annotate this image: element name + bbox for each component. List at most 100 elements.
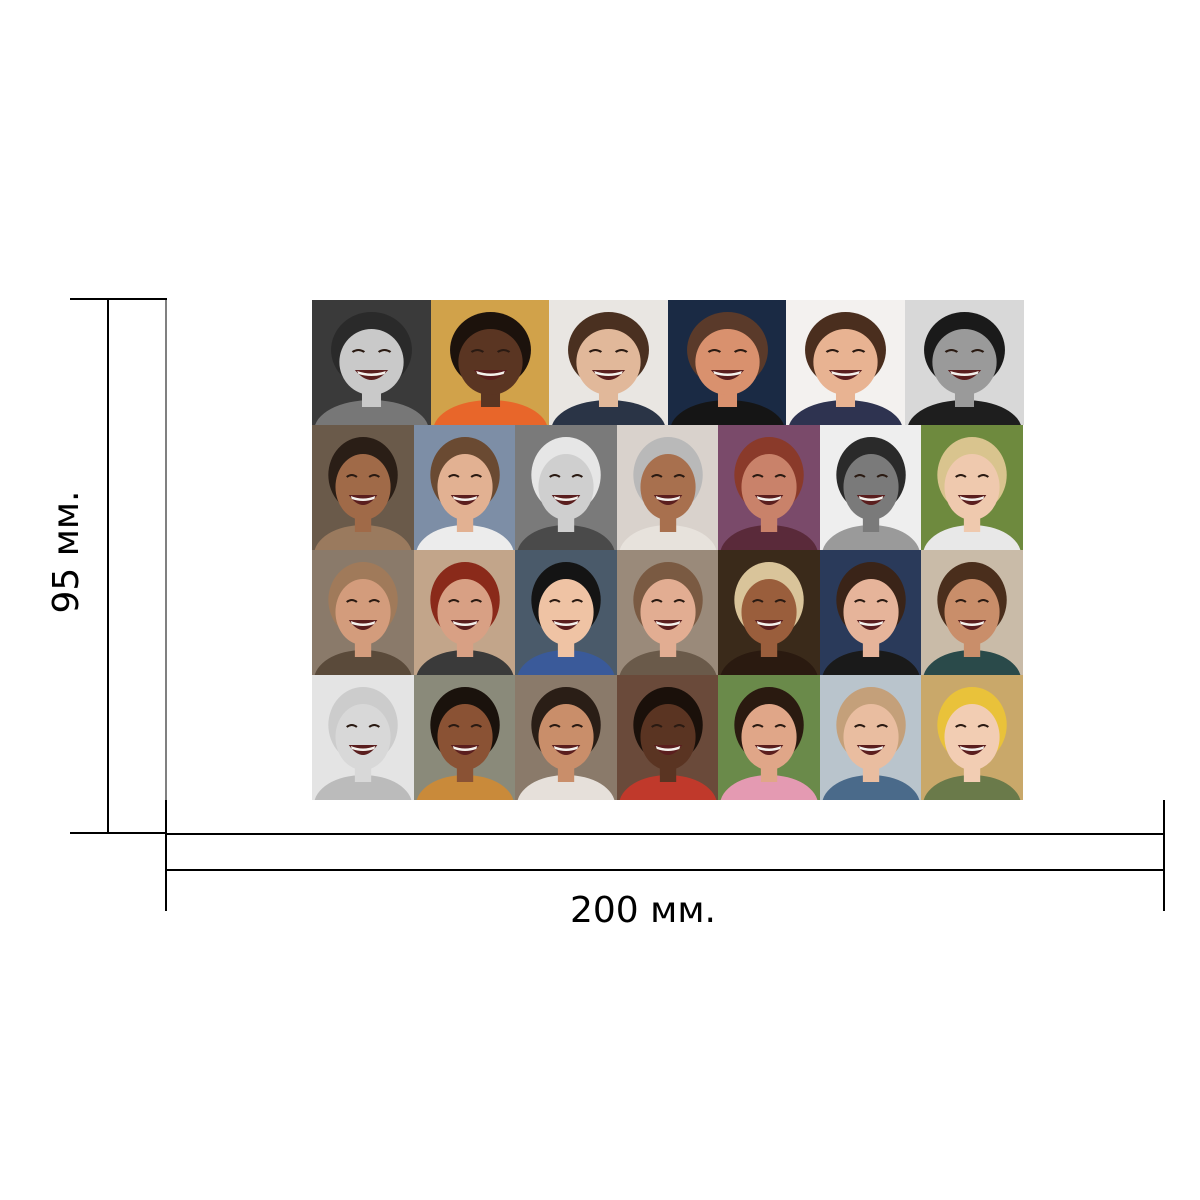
face-teen-boy-smiling <box>718 675 821 800</box>
portrait-shoulders <box>924 525 1021 550</box>
portrait-face <box>339 329 404 395</box>
portrait-right-eye <box>876 599 888 603</box>
portrait-shoulders <box>416 775 513 800</box>
portrait-right-eye <box>733 349 747 353</box>
portrait-left-eye <box>853 724 866 728</box>
portrait-teeth <box>553 746 579 751</box>
portrait-teeth <box>831 371 860 376</box>
portrait-face <box>843 704 899 770</box>
face-elderly-man-smiling <box>616 425 719 550</box>
portrait-left-eye <box>346 474 358 478</box>
face-baby-yellow-hat-portrait <box>921 675 1024 800</box>
face-man-scarf <box>312 425 415 550</box>
portrait-shoulders <box>314 775 412 800</box>
face-woman-laughing-pink-portrait <box>718 425 821 550</box>
portrait-right-eye <box>377 349 392 353</box>
collage-row <box>312 550 1024 675</box>
portrait-shoulders <box>416 650 513 675</box>
portrait-teeth <box>858 621 884 626</box>
portrait-right-eye <box>368 474 380 478</box>
face-asian-girl-laughing <box>515 550 618 675</box>
portrait-teeth <box>350 746 376 751</box>
face-woman-hat-laughing <box>718 550 821 675</box>
portrait-face <box>694 329 760 395</box>
portrait-teeth <box>655 496 680 501</box>
portrait-right-eye <box>571 724 584 728</box>
face-woman-smiling-orange-portrait <box>430 300 550 425</box>
face-woman-laughing-bw-portrait <box>312 300 431 425</box>
portrait-shoulders <box>924 775 1021 800</box>
portrait-face <box>437 579 493 645</box>
portrait-right-eye <box>673 724 685 728</box>
face-woman-red-hair <box>413 550 516 675</box>
portrait-teeth <box>350 621 376 626</box>
portrait-teeth <box>757 621 782 626</box>
portrait-teeth <box>858 496 884 501</box>
face-woman-laughing-bw <box>312 300 431 425</box>
face-young-man-glasses <box>549 300 668 425</box>
portrait-face <box>437 704 493 770</box>
portrait-left-eye <box>955 724 967 728</box>
collage-row <box>312 675 1024 800</box>
portrait-shoulders <box>924 650 1021 675</box>
portrait-shoulders <box>314 525 412 550</box>
portrait-teeth <box>553 496 579 501</box>
portrait-left-eye <box>944 349 958 353</box>
face-girl-laughing-eyes-closed <box>616 550 719 675</box>
portrait-face <box>944 579 1001 645</box>
portrait-shoulders <box>619 650 717 675</box>
face-baby-yellow-hat <box>921 675 1024 800</box>
portrait-shoulders <box>517 775 615 800</box>
collage-row <box>312 425 1024 550</box>
portrait-right-eye <box>851 349 866 353</box>
portrait-teeth <box>960 621 985 626</box>
portrait-left-eye <box>447 599 460 603</box>
face-woman-smiling-orange <box>430 300 550 425</box>
face-man-scarf-portrait <box>312 425 415 550</box>
portrait-left-eye <box>549 474 561 478</box>
face-young-man-smiling-portrait <box>413 675 516 800</box>
portrait-left-eye <box>752 724 764 728</box>
portrait-face <box>640 579 696 645</box>
portrait-face <box>335 704 391 770</box>
face-young-man-glasses-portrait <box>549 300 668 425</box>
face-girl-blonde-portrait <box>921 425 1024 550</box>
portrait-right-eye <box>970 349 984 353</box>
portrait-right-eye <box>673 599 685 603</box>
portrait-shoulders <box>721 525 818 550</box>
face-woman-smiling-bw-portrait <box>904 300 1024 425</box>
face-couple-laughing-bw-portrait <box>819 425 922 550</box>
portrait-right-eye <box>571 599 584 603</box>
face-man-glasses-dark <box>667 300 787 425</box>
portrait-teeth <box>553 621 579 626</box>
portrait-shoulders <box>789 400 902 425</box>
portrait-face <box>640 704 696 770</box>
portrait-shoulders <box>822 650 920 675</box>
portrait-right-eye <box>977 474 990 478</box>
portrait-teeth <box>712 371 742 376</box>
portrait-face <box>741 454 797 520</box>
face-elderly-woman-bw <box>515 425 618 550</box>
collage-row <box>312 300 1024 425</box>
portrait-face <box>538 579 594 645</box>
portrait-shoulders <box>433 400 547 425</box>
portrait-shoulders <box>314 650 412 675</box>
face-young-woman-laughing <box>413 425 516 550</box>
portrait-shoulders <box>517 650 615 675</box>
face-man-glasses-dark-portrait <box>667 300 787 425</box>
portrait-left-eye <box>549 724 561 728</box>
portrait-left-eye <box>650 724 663 728</box>
portrait-teeth <box>452 496 477 501</box>
portrait-face <box>813 329 878 395</box>
portrait-face <box>944 704 1001 770</box>
face-young-woman-laughing-portrait <box>413 425 516 550</box>
portrait-left-eye <box>853 599 866 603</box>
portrait-shoulders <box>907 400 1021 425</box>
portrait-teeth <box>858 746 884 751</box>
portrait-teeth <box>757 746 782 751</box>
portrait-teeth <box>757 496 782 501</box>
portrait-teeth <box>949 371 979 376</box>
portrait-shoulders <box>552 400 665 425</box>
